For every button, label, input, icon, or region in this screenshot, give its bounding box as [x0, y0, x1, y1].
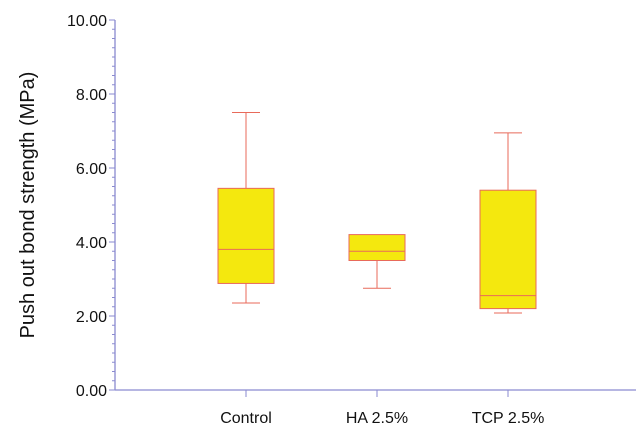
axes: [109, 19, 636, 397]
iqr-box: [479, 189, 537, 310]
y-tick-label: 4.00: [76, 235, 107, 252]
y-tick-label: 2.00: [76, 309, 107, 326]
y-tick-label: 6.00: [76, 161, 107, 178]
y-tick-label: 8.00: [76, 87, 107, 104]
labels: 0.00 2.00 4.00 6.00 8.00 10.00 Control HA 2.5% T…: [67, 13, 544, 424]
box-control: [217, 112, 275, 304]
y-axis-title: Push out bond strength (MPa): [17, 72, 39, 339]
iqr-box: [348, 234, 406, 262]
x-category-label: TCP 2.5%: [472, 410, 545, 424]
y-tick-label: 10.00: [67, 13, 107, 30]
boxes: [217, 112, 537, 314]
box-tcp-2-5-: [479, 132, 537, 314]
box-ha-2-5-: [348, 234, 406, 289]
x-category-label: HA 2.5%: [346, 410, 408, 424]
x-category-label: Control: [220, 410, 272, 424]
iqr-box: [217, 187, 275, 284]
y-tick-label: 0.00: [76, 383, 107, 400]
